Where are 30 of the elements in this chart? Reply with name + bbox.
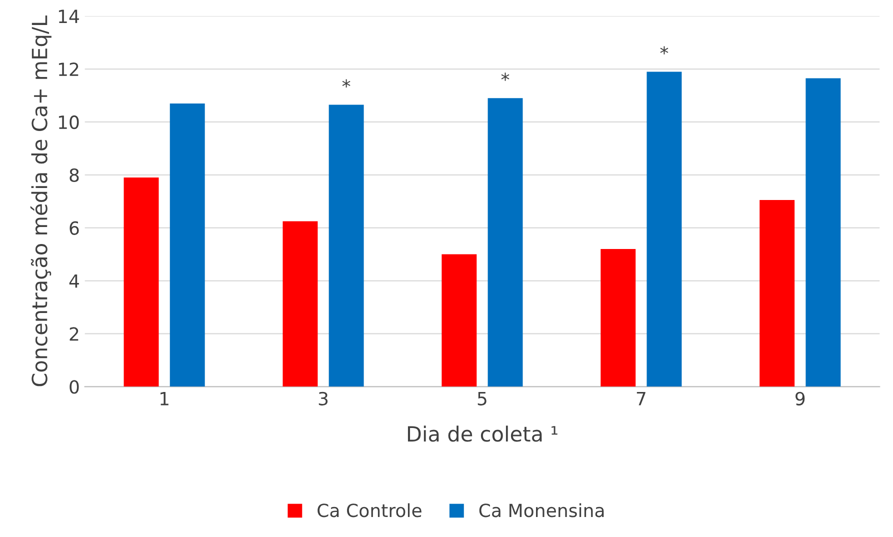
bar <box>760 200 795 387</box>
y-tick-label: 10 <box>58 115 79 130</box>
y-tick-label: 4 <box>69 274 79 288</box>
legend-label: Ca Monensina <box>479 503 604 518</box>
y-tick-label: 12 <box>58 62 78 76</box>
data-label: * <box>501 72 510 81</box>
bar <box>646 72 682 387</box>
y-tick-label: 2 <box>70 327 78 341</box>
bar <box>442 254 477 387</box>
x-axis-title: Dia de coleta ¹ <box>408 426 558 442</box>
bar <box>600 249 636 387</box>
y-tick-label: 14 <box>58 10 79 23</box>
x-tick-label: 7 <box>636 392 646 406</box>
y-tick-label: 0 <box>70 380 79 394</box>
bar <box>488 98 523 387</box>
x-tick-label: 1 <box>160 392 168 406</box>
legend-label: Ca Controle <box>318 503 422 518</box>
x-tick-label: 5 <box>478 392 486 406</box>
bar <box>170 103 205 387</box>
bar <box>328 104 364 387</box>
bar <box>282 221 318 387</box>
y-axis-title: Concentração média de Ca+ mEq/L <box>30 16 52 386</box>
bar <box>124 178 159 387</box>
bar <box>806 78 841 387</box>
x-tick-label: 3 <box>318 392 328 406</box>
x-tick-label: 9 <box>796 392 805 406</box>
y-tick-label: 8 <box>70 168 79 182</box>
y-tick-label: 6 <box>70 221 79 235</box>
data-label: * <box>660 46 668 54</box>
data-label: * <box>342 79 350 88</box>
